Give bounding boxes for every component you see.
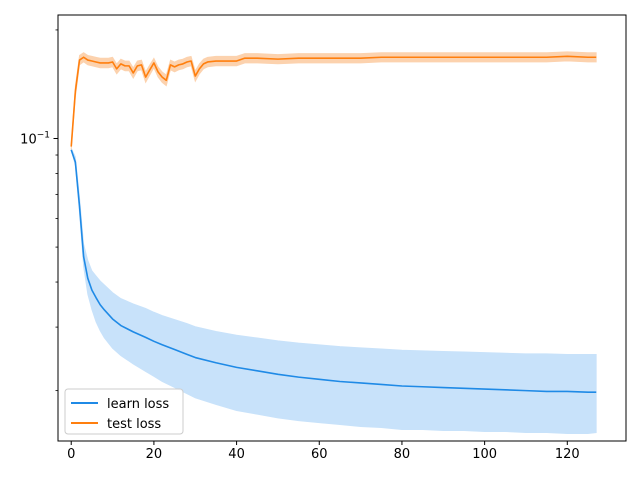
x-tick-label: 80 xyxy=(394,447,411,462)
x-tick-label: 100 xyxy=(472,447,497,462)
x-tick-label: 60 xyxy=(311,447,328,462)
x-tick-label: 120 xyxy=(555,447,580,462)
test-loss-band xyxy=(70,51,597,150)
x-tick-label: 40 xyxy=(228,447,245,462)
y-tick-label: 10−1 xyxy=(20,131,50,148)
axes-frame xyxy=(57,14,627,442)
legend-label: test loss xyxy=(107,417,161,432)
learn-loss-band xyxy=(70,148,597,435)
plot-area xyxy=(70,51,597,435)
legend: learn loss test loss xyxy=(64,388,184,435)
x-tick-label: 20 xyxy=(146,447,163,462)
learn-loss-line xyxy=(70,149,597,394)
x-tick-label: 0 xyxy=(67,447,75,462)
x-axis: 0 20 40 60 80 100 120 xyxy=(67,441,580,462)
legend-label: learn loss xyxy=(107,397,169,412)
test-loss-line xyxy=(70,55,597,147)
